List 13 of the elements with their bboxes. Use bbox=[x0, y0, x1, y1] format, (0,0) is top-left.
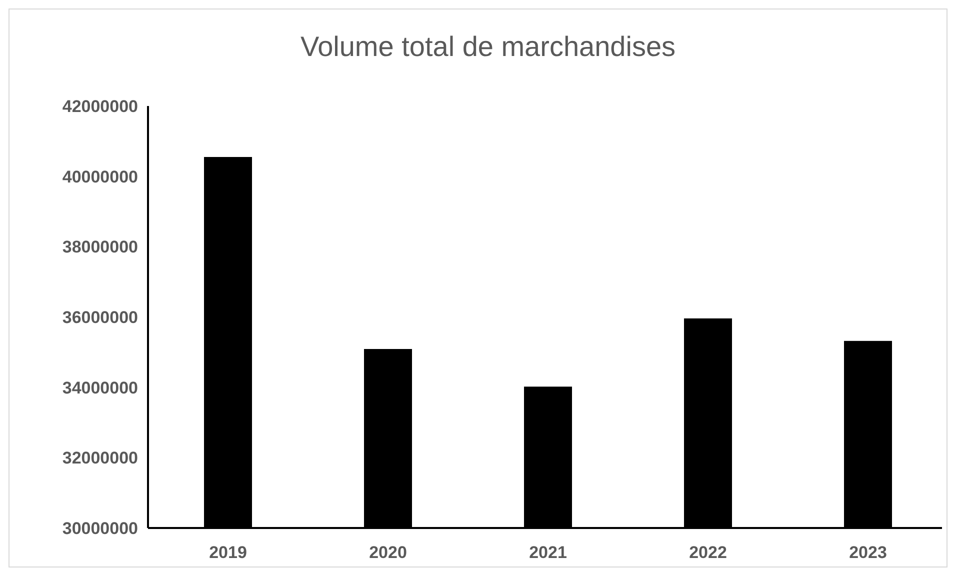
x-tick-label: 2022 bbox=[689, 543, 727, 562]
x-tick-label: 2020 bbox=[369, 543, 407, 562]
y-tick-label: 30000000 bbox=[62, 518, 138, 538]
y-tick-label: 38000000 bbox=[62, 238, 138, 257]
y-tick-label: 34000000 bbox=[62, 378, 138, 398]
y-tick-label: 36000000 bbox=[62, 308, 138, 327]
y-tick-label: 42000000 bbox=[62, 96, 138, 116]
x-tick-label: 2021 bbox=[529, 543, 567, 562]
chart-title: Volume total de marchandises bbox=[300, 31, 676, 62]
x-tick-label: 2019 bbox=[209, 543, 247, 562]
x-tick-label: 2023 bbox=[849, 543, 887, 562]
y-tick-label: 40000000 bbox=[62, 167, 138, 186]
y-tick-label: 32000000 bbox=[62, 448, 138, 468]
